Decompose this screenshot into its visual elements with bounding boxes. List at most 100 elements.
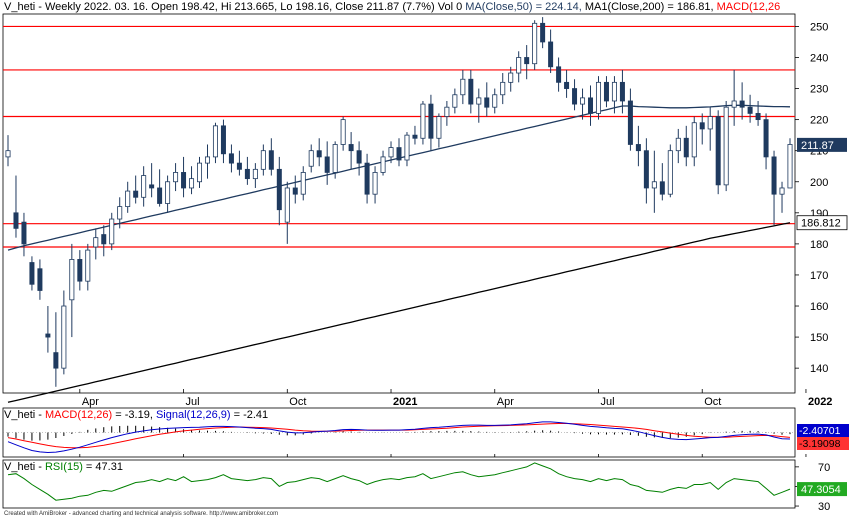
candle-body — [93, 237, 99, 248]
candle-body — [691, 122, 697, 158]
candle-body — [699, 122, 705, 130]
macd-header-label: MACD(12,26 — [716, 1, 781, 13]
price-y-tick-label: 170 — [810, 270, 828, 282]
candle-body — [460, 78, 466, 96]
x-axis-label: 2022 — [808, 396, 832, 408]
candle-body — [739, 100, 745, 108]
candle-body — [659, 181, 665, 195]
candle-body — [588, 97, 594, 114]
price-y-tick-label: 230 — [810, 84, 828, 96]
macd-header: V_heti - MACD(12,26) = -3.19, Signal(12,… — [4, 409, 268, 422]
signal-last-value-box — [797, 437, 849, 450]
candle-body — [396, 147, 402, 161]
candle-body — [372, 172, 378, 195]
candle-body — [619, 81, 625, 102]
candle-body — [723, 106, 729, 186]
candle-body — [548, 41, 554, 68]
candle-body — [308, 150, 314, 167]
signal-series-label: Signal(12,26,9) — [155, 409, 231, 421]
macd-line — [7, 421, 791, 454]
candle-body — [603, 81, 609, 102]
candle-body — [348, 144, 354, 152]
price-header-text: V_heti - Weekly 2022. 03. 16. Open 198.4… — [4, 1, 466, 13]
footer-credit: Created with AmiBroker - advanced charti… — [4, 511, 279, 517]
last-price-label: 211.87 — [801, 140, 834, 152]
candle-body — [21, 221, 27, 245]
candle-body — [771, 156, 777, 195]
price-y-tick-label: 220 — [810, 115, 828, 127]
candle-body — [715, 116, 721, 186]
candle-body — [181, 172, 187, 189]
candle-body — [436, 116, 442, 139]
signal-series-value: = -2.41 — [230, 409, 269, 421]
candle-body — [141, 175, 147, 198]
candle-body — [556, 66, 562, 83]
candle-body — [747, 106, 753, 114]
candle-body — [444, 106, 450, 117]
ma200-last-value-box — [797, 215, 847, 230]
rsi-header-prefix: V_heti - — [4, 461, 45, 473]
candle-body — [284, 187, 290, 223]
candle-body — [364, 162, 370, 195]
candle-body — [731, 100, 737, 108]
candle-body — [492, 94, 498, 108]
candle-body — [13, 212, 19, 229]
x-axis-label: Jul — [186, 396, 200, 408]
candle-body — [508, 72, 514, 83]
candle-body — [61, 305, 67, 369]
candle-body — [37, 268, 43, 291]
candle-body — [524, 57, 530, 65]
x-axis-label: Jul — [600, 396, 614, 408]
candle-body — [755, 113, 761, 121]
candle-body — [420, 103, 426, 139]
price-y-tick-label: 250 — [810, 21, 828, 33]
candle-body — [388, 147, 394, 158]
candle-body — [540, 22, 546, 43]
candle-body — [380, 156, 386, 173]
candle-body — [340, 119, 346, 145]
rsi-series-value: = 47.31 — [82, 461, 123, 473]
candle-body — [651, 181, 657, 189]
candle-body — [29, 262, 35, 285]
candle-body — [125, 190, 131, 208]
candle-body — [580, 97, 586, 105]
price-y-tick-label: 150 — [810, 332, 828, 344]
price-y-tick-label: 200 — [810, 177, 828, 189]
candle-body — [595, 81, 601, 114]
price-y-tick-label: 140 — [810, 363, 828, 375]
price-header: V_heti - Weekly 2022. 03. 16. Open 198.4… — [4, 1, 780, 14]
ma200-line — [7, 222, 791, 403]
candle-body — [77, 259, 83, 282]
candle-body — [572, 88, 578, 105]
x-axis-label: 2021 — [393, 396, 417, 408]
candle-body — [292, 187, 298, 195]
macd-header-prefix: V_heti - — [4, 409, 45, 421]
rsi-header: V_heti - RSI(15) = 47.31 — [4, 461, 123, 474]
candle-body — [173, 172, 179, 183]
candle-body — [532, 22, 538, 65]
x-axis-label: Apr — [497, 396, 514, 408]
price-panel-frame — [2, 13, 796, 394]
candle-body — [412, 134, 418, 139]
rsi-y-tick-label: 70 — [818, 462, 830, 474]
candle-body — [268, 150, 274, 170]
candle-body — [779, 187, 785, 195]
candle-body — [117, 206, 123, 220]
candle-body — [149, 184, 155, 189]
candle-body — [635, 144, 641, 152]
candle-body — [228, 153, 234, 164]
candle-body — [332, 144, 338, 173]
candle-body — [165, 181, 171, 204]
candle-body — [452, 94, 458, 108]
candle-body — [189, 178, 195, 189]
candle-body — [276, 168, 282, 211]
candle-body — [252, 168, 258, 180]
candle-body — [356, 150, 362, 164]
candle-body — [5, 150, 11, 158]
last-price-box — [797, 137, 847, 152]
macd-series-label: MACD(12,26) — [44, 409, 113, 421]
candle-body — [212, 125, 218, 158]
x-axis-label: Oct — [704, 396, 721, 408]
